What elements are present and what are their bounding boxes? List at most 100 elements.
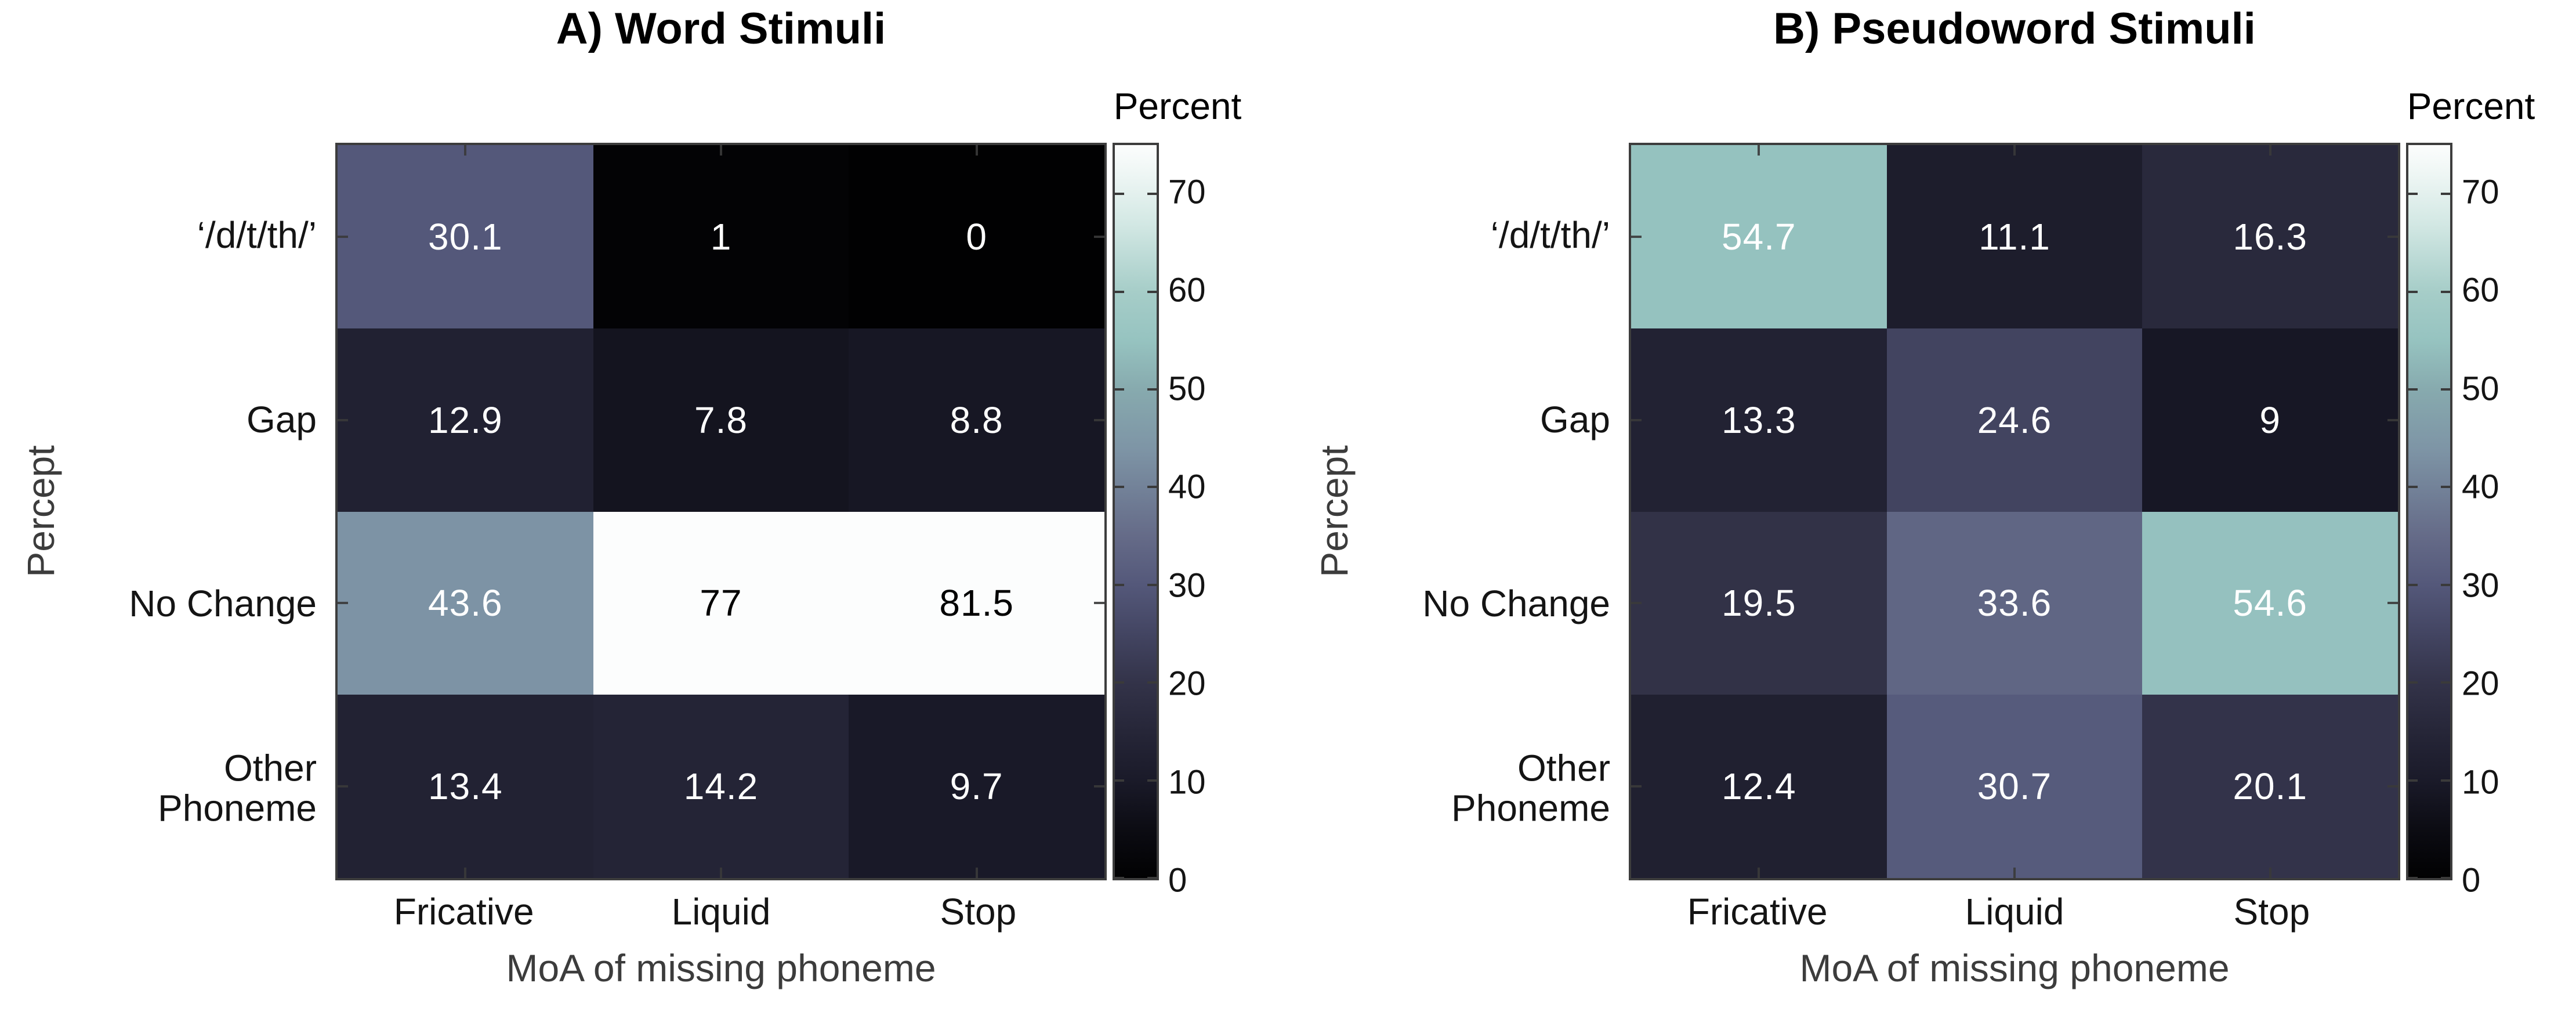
x-axis-label: MoA of missing phoneme: [1799, 946, 2230, 989]
y-tick-labels: ‘/d/t/th/’ Gap No Change Other Phoneme: [0, 143, 317, 880]
colorbar-tick: [2441, 290, 2450, 293]
colorbar: [1113, 143, 1159, 880]
colorbar-tick-label: 10: [2462, 763, 2499, 801]
x-tick-labels: Fricative Liquid Stop: [1629, 890, 2400, 937]
heatmap-grid: 54.7 11.1 16.3 13.3 24.6 9 19.5 33.6 54.6 12.4 30.…: [1631, 145, 2398, 878]
colorbar-tick: [1115, 583, 1124, 586]
heatmap-cell: 9: [2142, 328, 2398, 512]
colorbar-tick: [2408, 193, 2418, 196]
heatmap-plot: 54.7 11.1 16.3 13.3 24.6 9 19.5 33.6 54.6 12.4 30.…: [1629, 143, 2400, 880]
colorbar-tick: [1115, 681, 1124, 684]
heatmap-cell: 77: [593, 511, 849, 695]
heatmap-plot: 30.1 1 0 12.9 7.8 8.8 43.6 77 81.5 13.4 14.2 9.7: [335, 143, 1107, 880]
colorbar-tick: [2408, 388, 2418, 391]
colorbar-tick: [2408, 681, 2418, 684]
colorbar-tick: [2441, 388, 2450, 391]
panel-title: A) Word Stimuli: [556, 4, 886, 53]
colorbar-tick-label: 50: [1168, 370, 1206, 408]
colorbar-tick: [2441, 583, 2450, 586]
heatmap-cell: 20.1: [2142, 695, 2398, 878]
y-tick-label: No Change: [1422, 583, 1610, 625]
colorbar-tick: [1147, 486, 1157, 489]
colorbar-tick: [2408, 779, 2418, 782]
y-tick-label: ‘/d/t/th/’: [197, 214, 317, 256]
heatmap-cell: 12.9: [338, 328, 593, 512]
heatmap-cell: 54.7: [1631, 145, 1887, 328]
colorbar-tick-label: 30: [1168, 566, 1206, 605]
colorbar-tick-label: 50: [2462, 370, 2499, 408]
heatmap-cell: 13.4: [338, 695, 593, 878]
colorbar: [2406, 143, 2452, 880]
heatmap-cell: 54.6: [2142, 511, 2398, 695]
colorbar-tick: [2408, 486, 2418, 489]
colorbar-tick: [2408, 877, 2418, 879]
y-tick-label: Gap: [247, 398, 317, 440]
heatmap-cell: 14.2: [593, 695, 849, 878]
y-tick-label: Other Phoneme: [1451, 747, 1610, 829]
heatmap-cell: 43.6: [338, 511, 593, 695]
heatmap-cell: 16.3: [2142, 145, 2398, 328]
heatmap-cell: 19.5: [1631, 511, 1887, 695]
heatmap-grid: 30.1 1 0 12.9 7.8 8.8 43.6 77 81.5 13.4 14.2 9.7: [338, 145, 1104, 878]
colorbar-tick: [1115, 779, 1124, 782]
heatmap-cell: 81.5: [849, 511, 1104, 695]
heatmap-panel-pseudoword: B) Pseudoword Stimuli Percept ‘/d/t/th/’…: [1294, 0, 2576, 1026]
colorbar-tick-label: 20: [1168, 664, 1206, 703]
heatmap-cell: 12.4: [1631, 695, 1887, 878]
colorbar-tick: [2408, 290, 2418, 293]
panel-title: B) Pseudoword Stimuli: [1773, 4, 2256, 53]
y-tick-label: ‘/d/t/th/’: [1490, 214, 1610, 256]
colorbar-tick-label: 70: [2462, 173, 2499, 211]
y-tick-label: Gap: [1540, 398, 1610, 440]
colorbar-tick-labels: 0 10 20 30 40 50 60 70: [1168, 143, 1284, 899]
heatmap-cell: 0: [849, 145, 1104, 328]
y-tick-label: Other Phoneme: [158, 747, 317, 829]
y-tick-labels: ‘/d/t/th/’ Gap No Change Other Phoneme: [1294, 143, 1610, 880]
heatmap-cell: 1: [593, 145, 849, 328]
colorbar-title: Percent: [1113, 85, 1242, 127]
heatmap-cell: 13.3: [1631, 328, 1887, 512]
colorbar-tick: [2441, 779, 2450, 782]
colorbar-tick-label: 70: [1168, 173, 1206, 211]
colorbar-tick-label: 30: [2462, 566, 2499, 605]
colorbar-tick: [1147, 193, 1157, 196]
colorbar-title: Percent: [2407, 85, 2535, 127]
colorbar-tick-label: 60: [1168, 271, 1206, 309]
colorbar-tick: [1115, 290, 1124, 293]
x-tick-label: Liquid: [1965, 891, 2064, 933]
colorbar-tick: [1147, 779, 1157, 782]
colorbar-tick: [1115, 193, 1124, 196]
heatmap-cell: 8.8: [849, 328, 1104, 512]
heatmap-cell: 30.7: [1886, 695, 2143, 878]
colorbar-tick: [1147, 877, 1157, 879]
colorbar-tick: [2441, 193, 2450, 196]
colorbar-tick: [1147, 290, 1157, 293]
heatmap-cell: 7.8: [593, 328, 849, 512]
colorbar-tick: [1147, 388, 1157, 391]
x-tick-label: Stop: [940, 891, 1017, 933]
y-tick-label: No Change: [129, 583, 317, 625]
colorbar-tick: [1147, 681, 1157, 684]
x-tick-label: Stop: [2233, 891, 2310, 933]
x-tick-labels: Fricative Liquid Stop: [335, 890, 1107, 937]
colorbar-tick-label: 40: [2462, 468, 2499, 506]
colorbar-tick: [2408, 583, 2418, 586]
colorbar-tick-label: 0: [1168, 861, 1187, 899]
colorbar-tick-labels: 0 10 20 30 40 50 60 70: [2462, 143, 2576, 899]
heatmap-cell: 33.6: [1886, 511, 2143, 695]
x-tick-label: Liquid: [671, 891, 771, 933]
heatmap-panel-word: A) Word Stimuli Percept ‘/d/t/th/’ Gap No …: [0, 0, 1282, 1026]
colorbar-tick-label: 0: [2462, 861, 2481, 899]
colorbar-tick: [2441, 681, 2450, 684]
colorbar-tick-label: 40: [1168, 468, 1206, 506]
x-tick-label: Fricative: [393, 891, 534, 933]
colorbar-tick-label: 20: [2462, 664, 2499, 703]
heatmap-cell: 30.1: [338, 145, 593, 328]
colorbar-tick: [1115, 877, 1124, 879]
colorbar-tick: [1115, 388, 1124, 391]
colorbar-tick-label: 10: [1168, 763, 1206, 801]
heatmap-cell: 9.7: [849, 695, 1104, 878]
colorbar-tick-label: 60: [2462, 271, 2499, 309]
colorbar-tick: [1115, 486, 1124, 489]
x-axis-label: MoA of missing phoneme: [506, 946, 936, 989]
